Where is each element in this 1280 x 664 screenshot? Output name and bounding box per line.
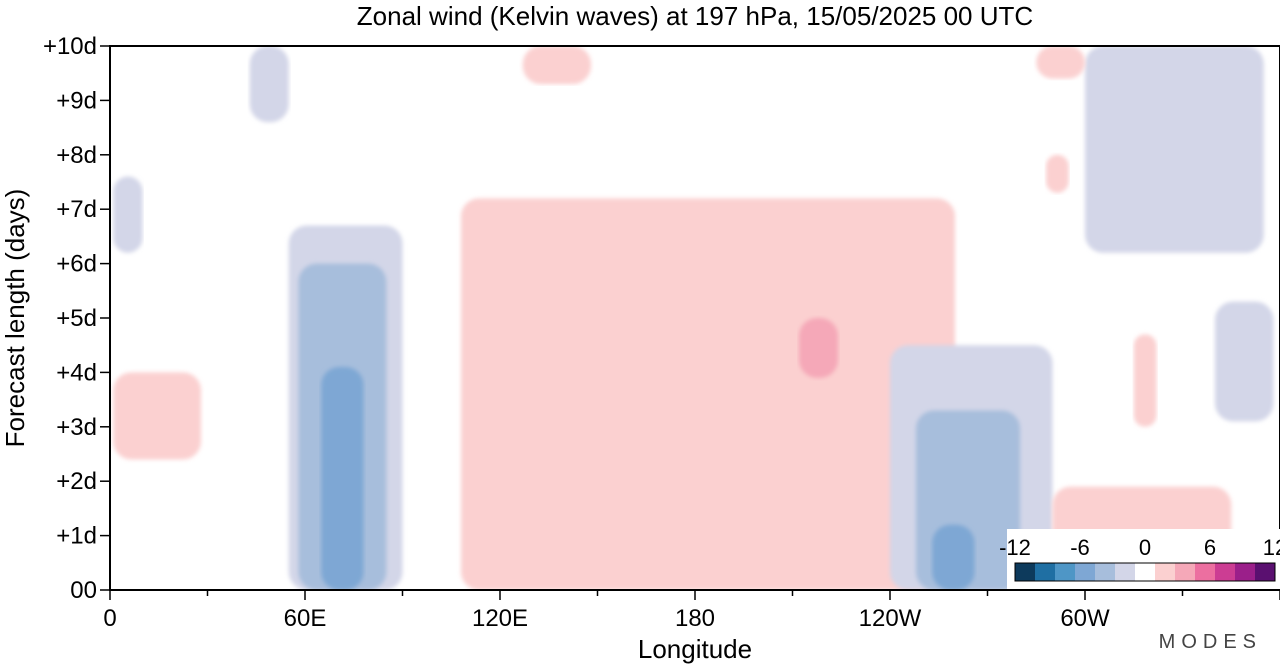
anomaly-region-11 [932,524,975,590]
y-tick-label: +9d [56,87,97,114]
anomaly-region-5 [113,372,201,460]
anomaly-region-4 [113,176,143,253]
colorbar-swatch [1255,563,1276,581]
y-tick-label: +1d [56,523,97,550]
y-tick-label: +10d [43,33,97,60]
y-tick-label: +2d [56,468,97,495]
anomaly-region-12 [1085,46,1264,253]
y-tick-label: +7d [56,196,97,223]
x-tick-label: 120W [859,605,922,632]
colorbar-swatch [1215,563,1236,581]
anomaly-region-17 [1036,46,1085,79]
anomaly-region-16 [1046,154,1069,193]
brand-logo: MODES [1158,631,1262,653]
y-axis: 00 +1d +2d +3d +4d +5d +6d +7d +8d +9d +10d [43,33,110,604]
anomaly-region-15 [1133,334,1157,427]
anomaly-region-6 [461,198,955,590]
y-tick-label: +6d [56,251,97,278]
anomaly-region-7 [799,318,838,378]
x-tick-label: 0 [103,605,116,632]
y-axis-label: Forecast length (days) [0,189,30,448]
colorbar-tick-label: -12 [999,535,1031,560]
x-axis: 0 60E 120E 180 120W 60W [103,590,1280,632]
x-tick-label: 60E [284,605,327,632]
y-tick-label: +5d [56,305,97,332]
y-tick-label: +4d [56,359,97,386]
colorbar-swatch [1095,563,1116,581]
colorbar-legend: -12 -6 0 6 12 [999,529,1280,589]
colorbar-swatch [1055,563,1076,581]
colorbar-swatch [1175,563,1196,581]
anomaly-region-2 [321,366,364,590]
colorbar-swatch [1155,563,1176,581]
colorbar-tick-label: -6 [1070,535,1090,560]
x-tick-label: 180 [675,605,715,632]
colorbar-tick-label: 12 [1263,535,1280,560]
colorbar-swatch [1035,563,1056,581]
colorbar-tick-label: 0 [1139,535,1151,560]
colorbar-tick-label: 6 [1204,535,1216,560]
x-tick-label: 60W [1060,605,1110,632]
x-tick-label: 120E [472,605,528,632]
x-axis-label: Longitude [638,634,752,664]
colorbar-swatch [1015,563,1036,581]
colorbar-swatch [1135,563,1156,581]
y-tick-label: 00 [70,577,97,604]
anomaly-region-3 [249,46,289,123]
y-tick-label: +8d [56,142,97,169]
colorbar-swatch [1195,563,1216,581]
anomaly-region-13 [1215,301,1274,422]
colorbar-swatch [1075,563,1096,581]
chart-title: Zonal wind (Kelvin waves) at 197 hPa, 15… [357,1,1033,31]
anomaly-region-8 [522,46,591,85]
colorbar-frame [1014,562,1276,582]
y-tick-label: +3d [56,414,97,441]
colorbar-swatch [1235,563,1256,581]
anomaly-contours [113,46,1274,590]
colorbar-swatch [1115,563,1136,581]
